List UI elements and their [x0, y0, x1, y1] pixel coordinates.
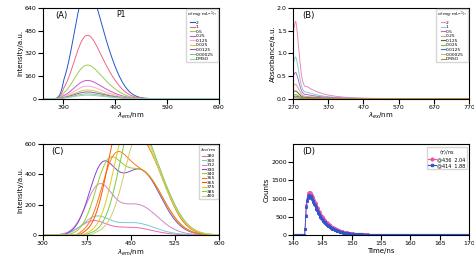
X-axis label: $\lambda_{ex}$/nm: $\lambda_{ex}$/nm — [368, 111, 394, 122]
Text: P1: P1 — [117, 10, 126, 19]
Y-axis label: Intensity/a.u.: Intensity/a.u. — [17, 167, 23, 212]
Legend: 2, 1, 0.5, 0.25, 0.125, 0.025, 0.0125, 0.00025, DMSO: 2, 1, 0.5, 0.25, 0.125, 0.025, 0.0125, 0… — [436, 9, 468, 62]
Y-axis label: Counts: Counts — [264, 177, 270, 202]
X-axis label: Time/ns: Time/ns — [367, 247, 395, 253]
Text: (A): (A) — [55, 10, 67, 20]
Legend: 280, 300, 312, 330, 340, 355, 365, 375, 385, 400: 280, 300, 312, 330, 340, 355, 365, 375, … — [199, 145, 218, 199]
Y-axis label: Absorbance/a.u.: Absorbance/a.u. — [269, 25, 275, 82]
X-axis label: $\lambda_{em}$/nm: $\lambda_{em}$/nm — [117, 247, 145, 258]
Text: (C): (C) — [52, 147, 64, 156]
Legend: 2, 1, 0.5, 0.25, 0.125, 0.025, 0.0125, 0.00025, DMSO: 2, 1, 0.5, 0.25, 0.125, 0.025, 0.0125, 0… — [186, 9, 218, 62]
Text: (B): (B) — [302, 10, 314, 20]
X-axis label: $\lambda_{em}$/nm: $\lambda_{em}$/nm — [117, 111, 145, 122]
Text: (D): (D) — [302, 147, 315, 156]
Legend: @436  2.04, @414  1.88: @436 2.04, @414 1.88 — [427, 146, 467, 169]
Y-axis label: Intensity/a.u.: Intensity/a.u. — [17, 30, 23, 76]
